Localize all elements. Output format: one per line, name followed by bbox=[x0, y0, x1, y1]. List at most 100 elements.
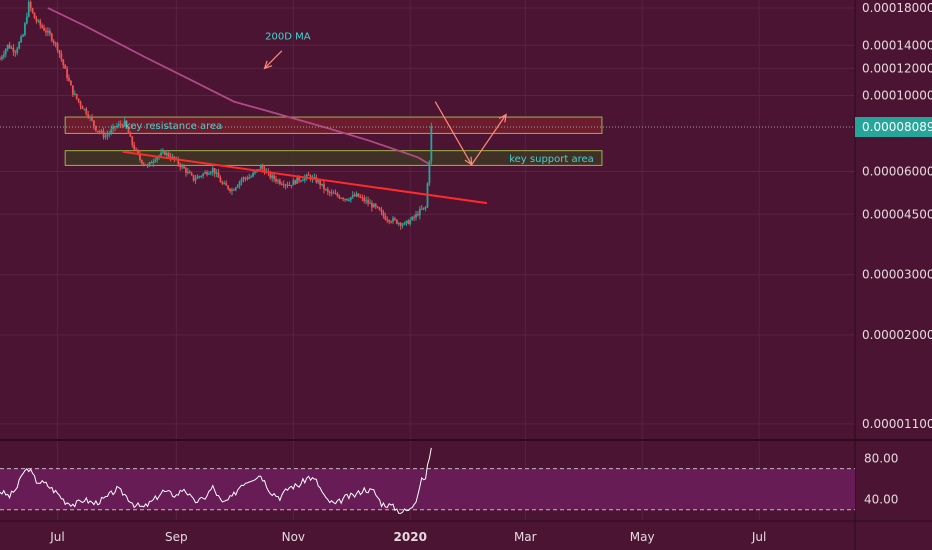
candle-body bbox=[422, 207, 425, 210]
price-axis-label: 0.00018000 bbox=[862, 1, 932, 15]
candle-body bbox=[125, 120, 128, 128]
candle-body bbox=[326, 189, 329, 192]
trendline[interactable] bbox=[122, 150, 488, 205]
candle-body bbox=[397, 222, 400, 224]
candle-body bbox=[48, 30, 51, 34]
candle-body bbox=[39, 20, 42, 26]
candle-body bbox=[135, 149, 138, 151]
candle-body bbox=[286, 184, 289, 186]
candle-body bbox=[399, 222, 402, 226]
time-axis-label: Nov bbox=[282, 530, 305, 544]
candle-body bbox=[185, 168, 187, 173]
candle-body bbox=[363, 197, 366, 202]
candle-body bbox=[27, 1, 30, 17]
candle-body bbox=[177, 159, 180, 165]
candle-body bbox=[278, 180, 281, 184]
candle-body bbox=[236, 185, 239, 188]
candle-body bbox=[365, 200, 368, 202]
candle-body bbox=[188, 171, 191, 174]
ma-200-line bbox=[47, 7, 430, 165]
candle-body bbox=[37, 20, 40, 22]
candle-body bbox=[305, 174, 308, 178]
candle-body bbox=[407, 220, 410, 225]
candle-body bbox=[77, 98, 80, 102]
candle-body bbox=[261, 165, 264, 169]
candle-body bbox=[192, 175, 195, 181]
candle-body bbox=[403, 222, 406, 225]
candle-body bbox=[91, 116, 93, 121]
candle-body bbox=[374, 204, 377, 207]
candle-body bbox=[269, 172, 272, 178]
candle-body bbox=[73, 93, 76, 95]
candle-body bbox=[234, 187, 237, 190]
candle-body bbox=[353, 195, 356, 197]
candle-body bbox=[167, 153, 170, 157]
candle-body bbox=[71, 85, 74, 95]
candle-body bbox=[137, 149, 139, 155]
candle-body bbox=[52, 40, 55, 43]
candle-body bbox=[58, 50, 61, 54]
candle-body bbox=[357, 193, 360, 197]
candle-body bbox=[231, 189, 233, 192]
candle-body bbox=[94, 125, 97, 131]
candle-body bbox=[351, 195, 354, 198]
candle-body bbox=[123, 120, 126, 127]
candle-body bbox=[70, 80, 72, 86]
rsi-line bbox=[0, 447, 432, 514]
candle-body bbox=[271, 175, 274, 178]
time-axis-label: Sep bbox=[165, 530, 188, 544]
candle-body bbox=[288, 184, 291, 186]
candle-body bbox=[183, 165, 185, 169]
candle-body bbox=[428, 161, 431, 184]
candle-body bbox=[66, 68, 68, 79]
candle-body bbox=[35, 18, 38, 22]
price-axis-label: 0.00014000 bbox=[862, 38, 932, 52]
candle-body bbox=[81, 106, 84, 110]
rsi-axis-label: 40.00 bbox=[864, 492, 898, 506]
candle-body bbox=[250, 176, 253, 178]
candle-body bbox=[121, 124, 124, 127]
candle-body bbox=[2, 54, 5, 57]
time-axis-label: May bbox=[630, 530, 655, 544]
ma-pointer-arrow bbox=[264, 50, 283, 69]
candle-body bbox=[313, 177, 316, 179]
candle-body bbox=[349, 197, 352, 201]
candle-body bbox=[219, 177, 222, 183]
candle-body bbox=[294, 180, 297, 184]
candle-body bbox=[390, 221, 392, 223]
candle-body bbox=[22, 34, 24, 37]
candle-body bbox=[223, 183, 226, 185]
candle-body bbox=[300, 180, 302, 182]
candle-body bbox=[359, 196, 362, 198]
candle-body bbox=[190, 173, 193, 176]
candle-body bbox=[129, 133, 132, 137]
candle-body bbox=[68, 78, 70, 81]
candle-body bbox=[196, 176, 199, 179]
candle-body bbox=[14, 51, 17, 53]
candle-body bbox=[4, 49, 7, 55]
candle-body bbox=[114, 126, 116, 128]
current-price-label: 0.00008089 bbox=[862, 120, 932, 134]
candle-body bbox=[346, 198, 348, 201]
candle-body bbox=[217, 172, 220, 178]
time-axis-label: Mar bbox=[514, 530, 537, 544]
candle-body bbox=[119, 124, 122, 126]
candle-body bbox=[372, 204, 375, 208]
candle-body bbox=[330, 192, 333, 194]
candle-body bbox=[60, 53, 63, 60]
candle-body bbox=[18, 42, 21, 49]
candle-body bbox=[25, 16, 28, 24]
candle-body bbox=[257, 169, 260, 171]
candle-body bbox=[202, 173, 205, 176]
candle-body bbox=[142, 163, 145, 165]
candle-body bbox=[301, 180, 304, 182]
candle-body bbox=[54, 42, 57, 44]
candle-body bbox=[96, 130, 99, 132]
candle-body bbox=[31, 8, 34, 13]
candle-body bbox=[369, 203, 371, 205]
candle-body bbox=[8, 44, 11, 49]
rsi-axis-label: 80.00 bbox=[864, 451, 898, 465]
resistance-zone[interactable] bbox=[64, 116, 603, 134]
